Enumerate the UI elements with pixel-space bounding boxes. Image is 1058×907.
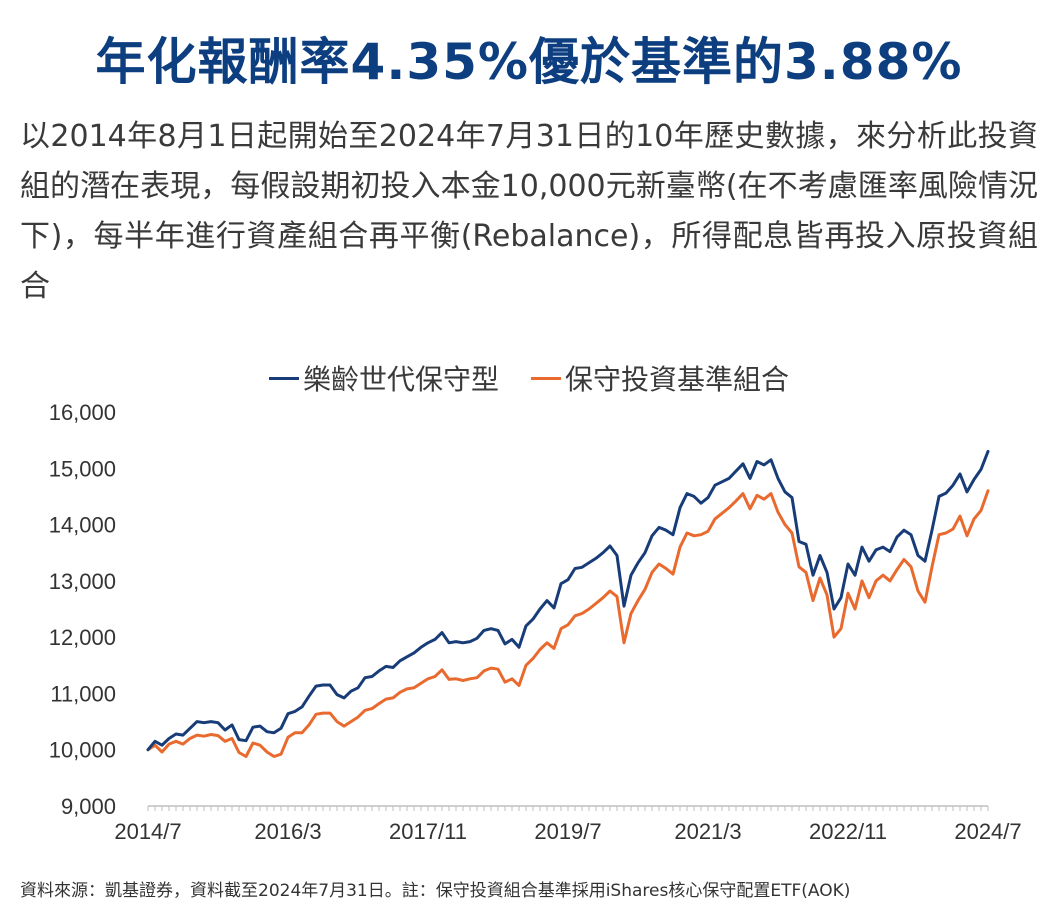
y-tick-label: 15,000 (49, 456, 116, 481)
y-tick-label: 14,000 (49, 513, 116, 538)
line-chart: 9,000 10,000 11,000 12,000 13,000 14,000 15,00… (49, 400, 1022, 844)
x-tick-label: 2024/7 (954, 819, 1021, 844)
y-tick-label: 9,000 (61, 794, 116, 819)
legend-item-series-1: 樂齡世代保守型 (268, 358, 499, 398)
x-tick-label: 2021/3 (674, 819, 741, 844)
chart-description: 以2014年8月1日起開始至2024年7月31日的10年歷史數據，來分析此投資組… (20, 119, 1038, 304)
legend-swatch-series-1 (268, 376, 299, 380)
x-axis: 2014/7 2016/3 2017/11 2019/7 2021/3 2022/11 20… (114, 805, 1022, 844)
series-line-1 (146, 449, 990, 752)
chart-legend: 樂齡世代保守型 保守投資基準組合 (0, 358, 1058, 398)
y-tick-label: 12,000 (49, 625, 116, 650)
legend-label-series-1: 樂齡世代保守型 (302, 363, 499, 396)
y-tick-label: 11,000 (50, 681, 116, 706)
legend-swatch-series-2 (531, 376, 561, 380)
series-line-2 (146, 489, 990, 758)
y-axis-labels: 9,000 10,000 11,000 12,000 13,000 14,000 15,00… (49, 400, 116, 819)
y-tick-label: 10,000 (49, 738, 116, 763)
chart-title: 年化報酬率4.35%優於基準的3.88% (95, 33, 963, 91)
x-tick-label: 2022/11 (809, 819, 887, 844)
source-note: 資料來源：凱基證券，資料截至2024年7月31日。註：保守投資組合基準採用iSh… (20, 881, 851, 901)
legend-item-series-2: 保守投資基準組合 (531, 358, 789, 398)
x-tick-label: 2014/7 (114, 819, 181, 844)
series-lines (146, 449, 990, 758)
legend-label-series-2: 保守投資基準組合 (565, 363, 790, 396)
x-tick-label: 2019/7 (534, 819, 601, 844)
x-tick-label: 2017/11 (389, 819, 467, 844)
y-tick-label: 16,000 (49, 400, 116, 425)
y-tick-label: 13,000 (49, 569, 116, 594)
x-tick-label: 2016/3 (254, 819, 321, 844)
